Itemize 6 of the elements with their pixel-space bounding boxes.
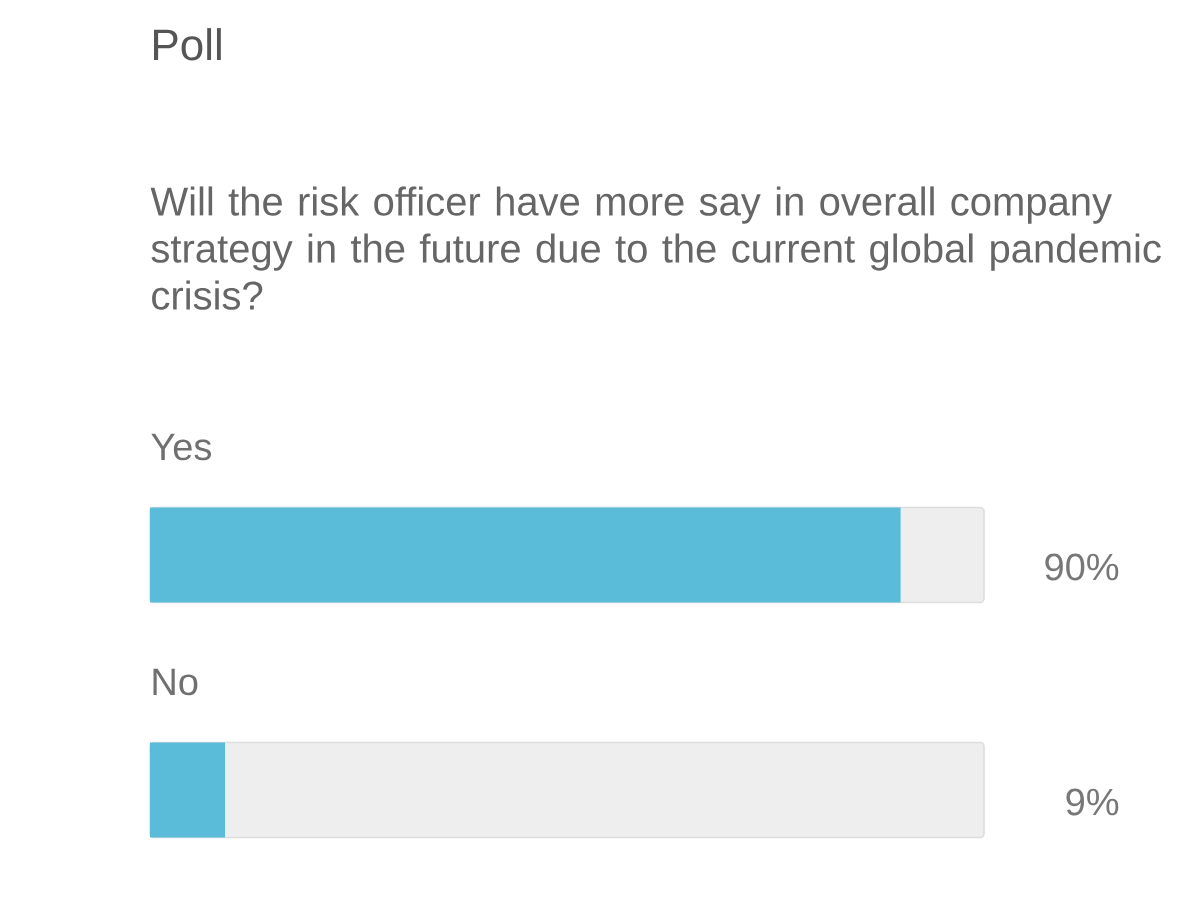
y-tick-label: No	[153, 668, 198, 696]
chart-title: Poll	[154, 28, 221, 61]
data-label: 90%	[1045, 553, 1119, 581]
chart-subtitle: Will the risk officer have more say in overall company strategy in the future due to the current global pandemic crisis?	[150, 186, 1161, 310]
data-label: 9%	[1066, 788, 1119, 816]
y-tick-label: Yes	[151, 433, 212, 461]
